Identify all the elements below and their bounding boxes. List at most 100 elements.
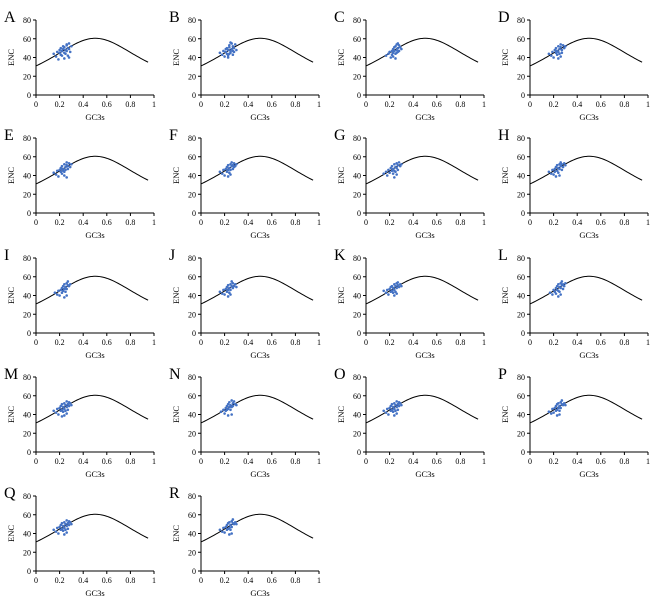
data-point: [67, 47, 71, 51]
x-axis-label: GC3s: [250, 469, 269, 479]
y-tick-label: 0: [192, 91, 196, 100]
y-tick-label: 40: [517, 54, 525, 63]
data-point: [223, 174, 226, 177]
data-point: [64, 168, 67, 172]
x-tick-label: 1: [317, 576, 321, 585]
panel-a: A 0 20 40 60 80 0 0.2 0.4 0.6 0.8 1 ENC GC3s: [4, 9, 156, 122]
data-point: [397, 404, 401, 408]
data-point: [382, 409, 386, 413]
x-axis-label: GC3s: [85, 350, 104, 360]
x-tick-label: 0.6: [102, 576, 112, 585]
x-tick-label: 0: [528, 100, 532, 109]
data-point: [63, 287, 66, 291]
data-point: [553, 170, 557, 174]
data-point: [230, 532, 233, 535]
data-point: [226, 283, 230, 287]
data-point: [384, 54, 388, 57]
x-tick-label: 0.8: [455, 457, 465, 466]
data-point: [555, 53, 559, 56]
y-axis-label: ENC: [500, 49, 510, 66]
y-tick-label: 60: [517, 153, 525, 162]
y-axis-label: ENC: [6, 49, 16, 66]
y-tick-label: 20: [23, 72, 31, 81]
data-point: [53, 291, 57, 294]
data-point: [559, 282, 562, 285]
x-axis-label: GC3s: [85, 230, 104, 240]
data-point: [393, 414, 396, 417]
x-tick-label: 1: [152, 576, 156, 585]
y-tick-label: 80: [188, 492, 196, 501]
data-point: [560, 51, 564, 55]
data-point: [235, 403, 238, 407]
panel-j: J 0 20 40 60 80 0 0.2 0.4 0.6 0.8 1 ENC GC3s: [169, 247, 321, 360]
data-point: [55, 526, 59, 530]
data-point: [554, 175, 558, 178]
data-point: [65, 405, 68, 409]
data-point: [553, 290, 557, 294]
data-point: [554, 165, 558, 169]
x-tick-label: 0: [34, 576, 38, 585]
data-point: [396, 168, 400, 172]
data-point: [389, 56, 393, 59]
data-point: [57, 175, 60, 178]
x-tick-label: 1: [482, 338, 486, 347]
data-point: [63, 45, 66, 49]
y-tick-label: 20: [517, 310, 525, 319]
x-axis-label: GC3s: [85, 469, 104, 479]
y-axis-label: ENC: [6, 167, 16, 184]
x-tick-label: 0.2: [55, 338, 65, 347]
panel-label: K: [334, 247, 346, 264]
data-point: [554, 286, 558, 290]
data-point: [391, 47, 395, 51]
data-point: [58, 294, 61, 297]
data-point: [68, 282, 72, 286]
panel-label: A: [4, 9, 16, 26]
data-point: [231, 404, 235, 408]
data-point: [224, 287, 228, 291]
data-point: [230, 525, 233, 529]
x-tick-label: 0: [199, 338, 203, 347]
data-point: [228, 286, 231, 290]
data-point: [384, 291, 388, 294]
data-point: [67, 162, 71, 165]
x-tick-label: 0.6: [267, 338, 277, 347]
data-point: [558, 52, 561, 56]
data-point: [389, 166, 393, 170]
y-tick-label: 40: [23, 172, 31, 181]
data-point: [233, 164, 237, 168]
data-point: [65, 161, 68, 164]
data-point: [60, 408, 64, 412]
data-point: [60, 164, 64, 168]
data-point: [549, 172, 553, 175]
data-point: [55, 293, 59, 296]
y-axis-label: ENC: [6, 287, 16, 304]
data-point: [66, 527, 70, 531]
x-tick-label: 0: [364, 457, 368, 466]
data-point: [564, 403, 567, 407]
expected-enc-curve: [200, 394, 314, 424]
data-point: [61, 405, 65, 409]
data-point: [230, 520, 233, 523]
data-point: [400, 403, 403, 407]
data-point: [68, 165, 72, 169]
x-tick-label: 1: [317, 218, 321, 227]
y-tick-label: 60: [188, 35, 196, 44]
x-tick-label: 0: [199, 576, 203, 585]
data-point: [224, 525, 228, 529]
x-tick-label: 0.4: [243, 100, 253, 109]
data-point: [63, 162, 66, 166]
x-tick-label: 0.6: [102, 338, 112, 347]
panel-label: H: [498, 127, 510, 144]
data-point: [394, 57, 397, 60]
y-axis-label: ENC: [500, 167, 510, 184]
data-point: [229, 173, 232, 176]
data-point: [396, 408, 400, 412]
y-tick-label: 40: [23, 411, 31, 420]
panel-i: I 0 20 40 60 80 0 0.2 0.4 0.6 0.8 1 ENC GC3s: [4, 247, 156, 360]
data-point: [229, 523, 232, 527]
data-point: [60, 527, 64, 531]
data-point: [57, 413, 60, 416]
data-point: [395, 162, 398, 165]
data-point: [390, 289, 394, 293]
